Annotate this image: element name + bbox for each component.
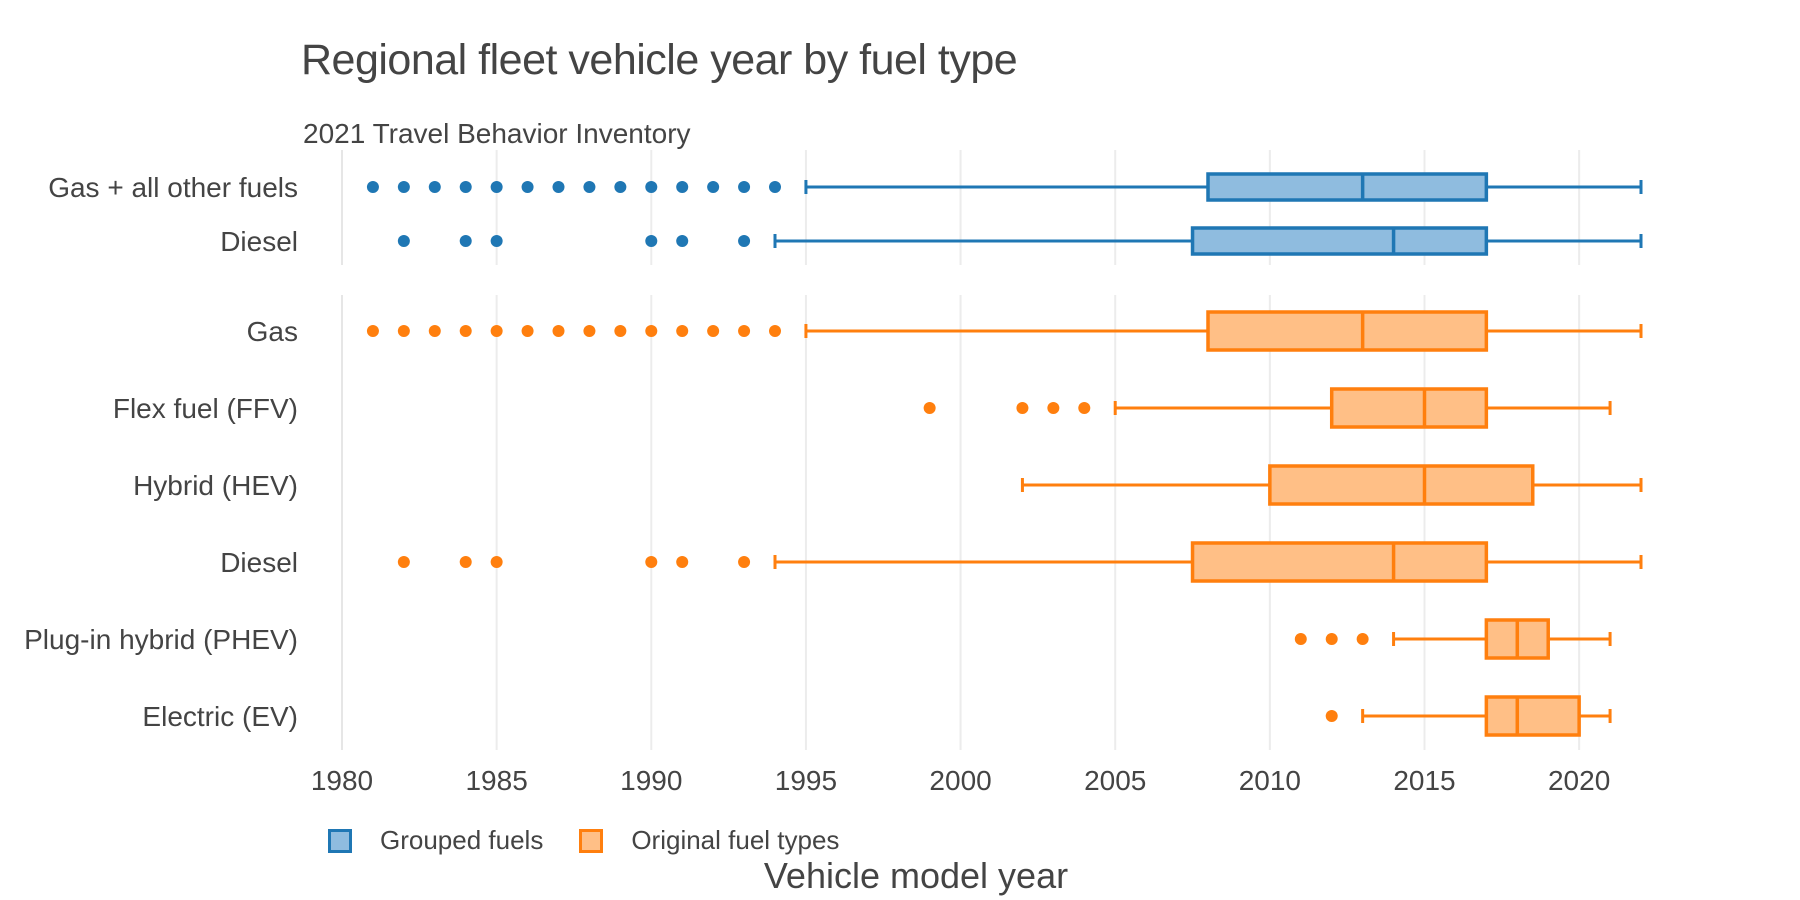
x-tick-label-1985: 1985 (465, 765, 527, 796)
x-tick-label-2020: 2020 (1548, 765, 1610, 796)
outlier-point (769, 325, 781, 337)
outlier-point (1325, 633, 1338, 645)
outlier-point (459, 181, 472, 193)
outlier-point (645, 181, 658, 193)
outlier-point (738, 556, 751, 568)
outlier-point (583, 181, 596, 193)
outlier-point (397, 556, 410, 568)
outlier-point (676, 235, 689, 247)
legend-item-original[interactable]: Original fuel types (579, 825, 839, 856)
category-label-top-0: Gas + all other fuels (48, 172, 298, 203)
outlier-point (397, 235, 410, 247)
category-label-bottom-1: Flex fuel (FFV) (113, 393, 298, 424)
outlier-point (707, 325, 720, 337)
outlier-point (428, 325, 441, 337)
outlier-point (1356, 633, 1369, 645)
outlier-point (397, 181, 410, 193)
outlier-point (490, 235, 503, 247)
iqr-box (1206, 172, 1489, 202)
iqr-box (1329, 387, 1489, 429)
x-tick-label-2010: 2010 (1239, 765, 1301, 796)
outlier-point (1078, 402, 1091, 414)
x-tick-label-2000: 2000 (929, 765, 991, 796)
category-label-bottom-2: Hybrid (HEV) (133, 470, 298, 501)
box-bottom-1: Flex fuel (FFV) (113, 387, 1612, 429)
outlier-point (1016, 402, 1029, 414)
box-bottom-3: Diesel (220, 541, 1643, 583)
box-bottom-4: Plug-in hybrid (PHEV) (24, 618, 1612, 660)
outlier-point (707, 181, 720, 193)
category-label-top-1: Diesel (220, 226, 298, 257)
outlier-point (397, 325, 410, 337)
x-tick-label-1990: 1990 (620, 765, 682, 796)
outlier-point (1325, 710, 1338, 722)
x-tick-label-2015: 2015 (1393, 765, 1455, 796)
outlier-point (738, 325, 751, 337)
outlier-point (738, 181, 751, 193)
legend-swatch-original (579, 828, 604, 853)
outlier-point (583, 325, 596, 337)
chart-subtitle: 2021 Travel Behavior Inventory (303, 118, 691, 149)
iqr-box (1268, 464, 1535, 506)
x-axis-title: Vehicle model year (763, 855, 1069, 896)
legend-item-grouped[interactable]: Grouped fuels (328, 825, 543, 856)
outlier-point (490, 325, 503, 337)
iqr-box (1484, 695, 1581, 737)
outlier-point (676, 325, 689, 337)
outlier-point (552, 181, 565, 193)
outlier-point (459, 235, 472, 247)
iqr-box (1190, 541, 1489, 583)
outlier-point (676, 556, 689, 568)
x-tick-label-2005: 2005 (1084, 765, 1146, 796)
iqr-box (1206, 310, 1489, 352)
outlier-point (552, 325, 565, 337)
outlier-point (521, 325, 534, 337)
outlier-point (366, 325, 379, 337)
outlier-point (459, 556, 472, 568)
iqr-box (1190, 226, 1489, 256)
box-bottom-2: Hybrid (HEV) (133, 464, 1643, 506)
category-label-bottom-4: Plug-in hybrid (PHEV) (24, 624, 298, 655)
outlier-point (366, 181, 379, 193)
outlier-point (738, 235, 751, 247)
legend: Grouped fuels Original fuel types (328, 825, 875, 856)
x-tick-label-1995: 1995 (775, 765, 837, 796)
category-label-bottom-5: Electric (EV) (142, 701, 298, 732)
outlier-point (459, 325, 472, 337)
outlier-point (645, 235, 658, 247)
chart-title: Regional fleet vehicle year by fuel type (301, 36, 1018, 84)
outlier-point (614, 325, 627, 337)
outlier-point (614, 181, 627, 193)
legend-swatch-grouped (328, 828, 352, 853)
outlier-point (645, 556, 658, 568)
legend-label-original: Original fuel types (631, 825, 840, 855)
category-label-bottom-0: Gas (247, 316, 298, 347)
outlier-point (428, 181, 441, 193)
box-bottom-0: Gas (247, 310, 1643, 352)
category-label-bottom-3: Diesel (220, 547, 298, 578)
outlier-point (676, 181, 689, 193)
legend-label-grouped: Grouped fuels (380, 825, 544, 855)
outlier-point (769, 181, 781, 193)
box-top-0: Gas + all other fuels (48, 172, 1643, 203)
box-bottom-5: Electric (EV) (142, 695, 1612, 737)
outlier-point (923, 402, 936, 414)
outlier-point (645, 325, 658, 337)
outlier-point (490, 556, 503, 568)
outlier-point (1047, 402, 1060, 414)
x-tick-label-1980: 1980 (311, 765, 373, 796)
outlier-point (1294, 633, 1307, 645)
outlier-point (490, 181, 503, 193)
outlier-point (521, 181, 534, 193)
box-top-1: Diesel (220, 226, 1643, 257)
